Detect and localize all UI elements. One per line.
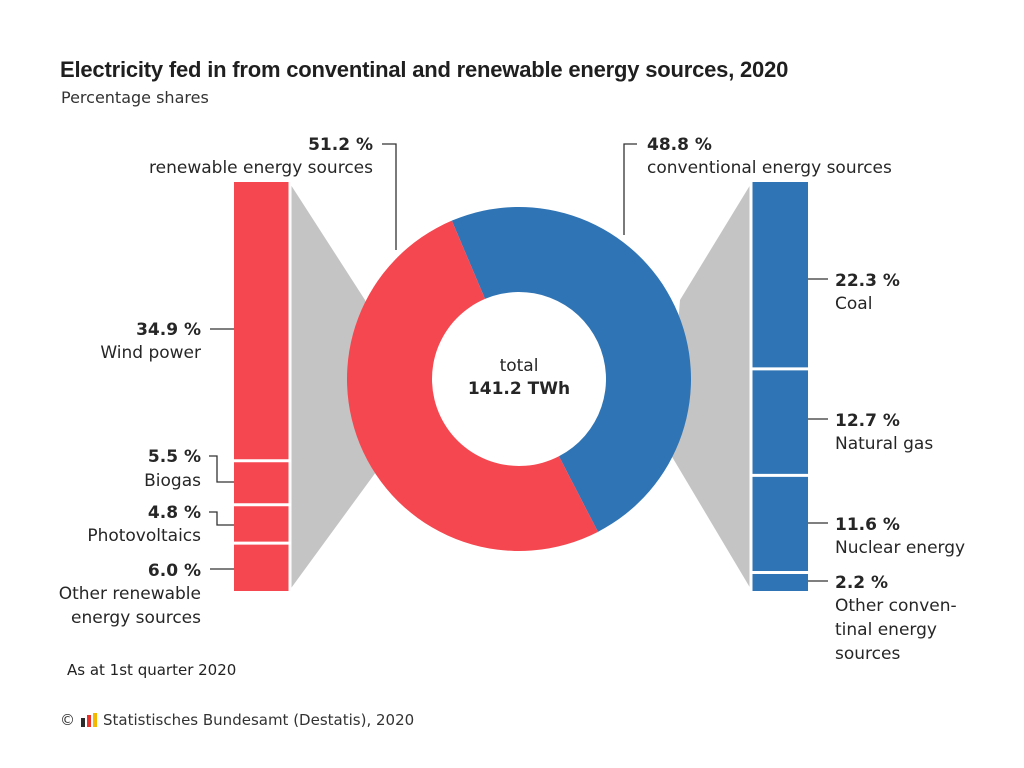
destatis-logo-icon xyxy=(81,713,97,727)
leader-conventional xyxy=(623,143,637,235)
connector-conventional xyxy=(668,182,752,591)
segment-value-conventional-1: 12.7 % xyxy=(835,411,900,431)
slice-label-renewable: renewable energy sources xyxy=(149,158,373,178)
segment-label-renewable-3-line-1: energy sources xyxy=(71,608,201,628)
segment-label-conventional-0-line-0: Coal xyxy=(835,294,872,314)
leader-renewable xyxy=(382,143,397,250)
segment-value-conventional-0: 22.3 % xyxy=(835,271,900,291)
segment-value-renewable-0: 34.9 % xyxy=(136,320,201,340)
donut-center-value: 141.2 TWh xyxy=(468,379,570,399)
slice-value-renewable: 51.2 % xyxy=(308,135,373,155)
segment-label-conventional-3-line-0: Other conven- xyxy=(835,596,957,616)
donut-slice-renewable xyxy=(347,220,598,552)
slice-label-conventional: conventional energy sources xyxy=(647,158,892,178)
connector-renewable xyxy=(289,182,392,591)
chart-title: Electricity fed in from conventinal and … xyxy=(60,57,789,82)
segment-label-conventional-1-line-0: Natural gas xyxy=(835,434,933,454)
segment-value-conventional-3: 2.2 % xyxy=(835,573,888,593)
bar-segment-renewable-2 xyxy=(234,504,289,544)
bar-segment-renewable-1 xyxy=(234,460,289,505)
source-text: Statistisches Bundesamt (Destatis), 2020 xyxy=(103,711,415,729)
segment-label-renewable-0-line-0: Wind power xyxy=(100,343,201,363)
footer-source: © Statistisches Bundesamt (Destatis), 20… xyxy=(60,711,414,729)
bar-segment-conventional-1 xyxy=(752,368,808,476)
bar-segment-conventional-3 xyxy=(752,572,808,591)
segment-label-conventional-3-line-2: sources xyxy=(835,644,900,664)
leader-renewable-2 xyxy=(209,511,234,526)
data-status-note: As at 1st quarter 2020 xyxy=(67,661,237,679)
segment-label-renewable-3-line-0: Other renewable xyxy=(59,584,201,604)
segment-label-renewable-1-line-0: Biogas xyxy=(144,471,201,491)
donut-slice-conventional xyxy=(451,206,692,532)
donut-center-label: total xyxy=(500,356,539,376)
slice-value-conventional: 48.8 % xyxy=(647,135,712,155)
leader-renewable-1 xyxy=(209,455,234,483)
segment-value-renewable-1: 5.5 % xyxy=(148,447,201,467)
segment-label-conventional-2-line-0: Nuclear energy xyxy=(835,538,965,558)
bar-segment-renewable-3 xyxy=(234,543,289,591)
chart-subtitle: Percentage shares xyxy=(61,88,209,107)
segment-label-renewable-2-line-0: Photovoltaics xyxy=(87,526,201,546)
segment-value-conventional-2: 11.6 % xyxy=(835,515,900,535)
bar-segment-renewable-0 xyxy=(234,182,289,461)
segment-value-renewable-2: 4.8 % xyxy=(148,503,201,523)
bar-segment-conventional-0 xyxy=(752,182,808,369)
segment-value-renewable-3: 6.0 % xyxy=(148,561,201,581)
copyright-symbol: © xyxy=(60,711,75,729)
segment-label-conventional-3-line-1: tinal energy xyxy=(835,620,937,640)
bar-segment-conventional-2 xyxy=(752,475,808,573)
